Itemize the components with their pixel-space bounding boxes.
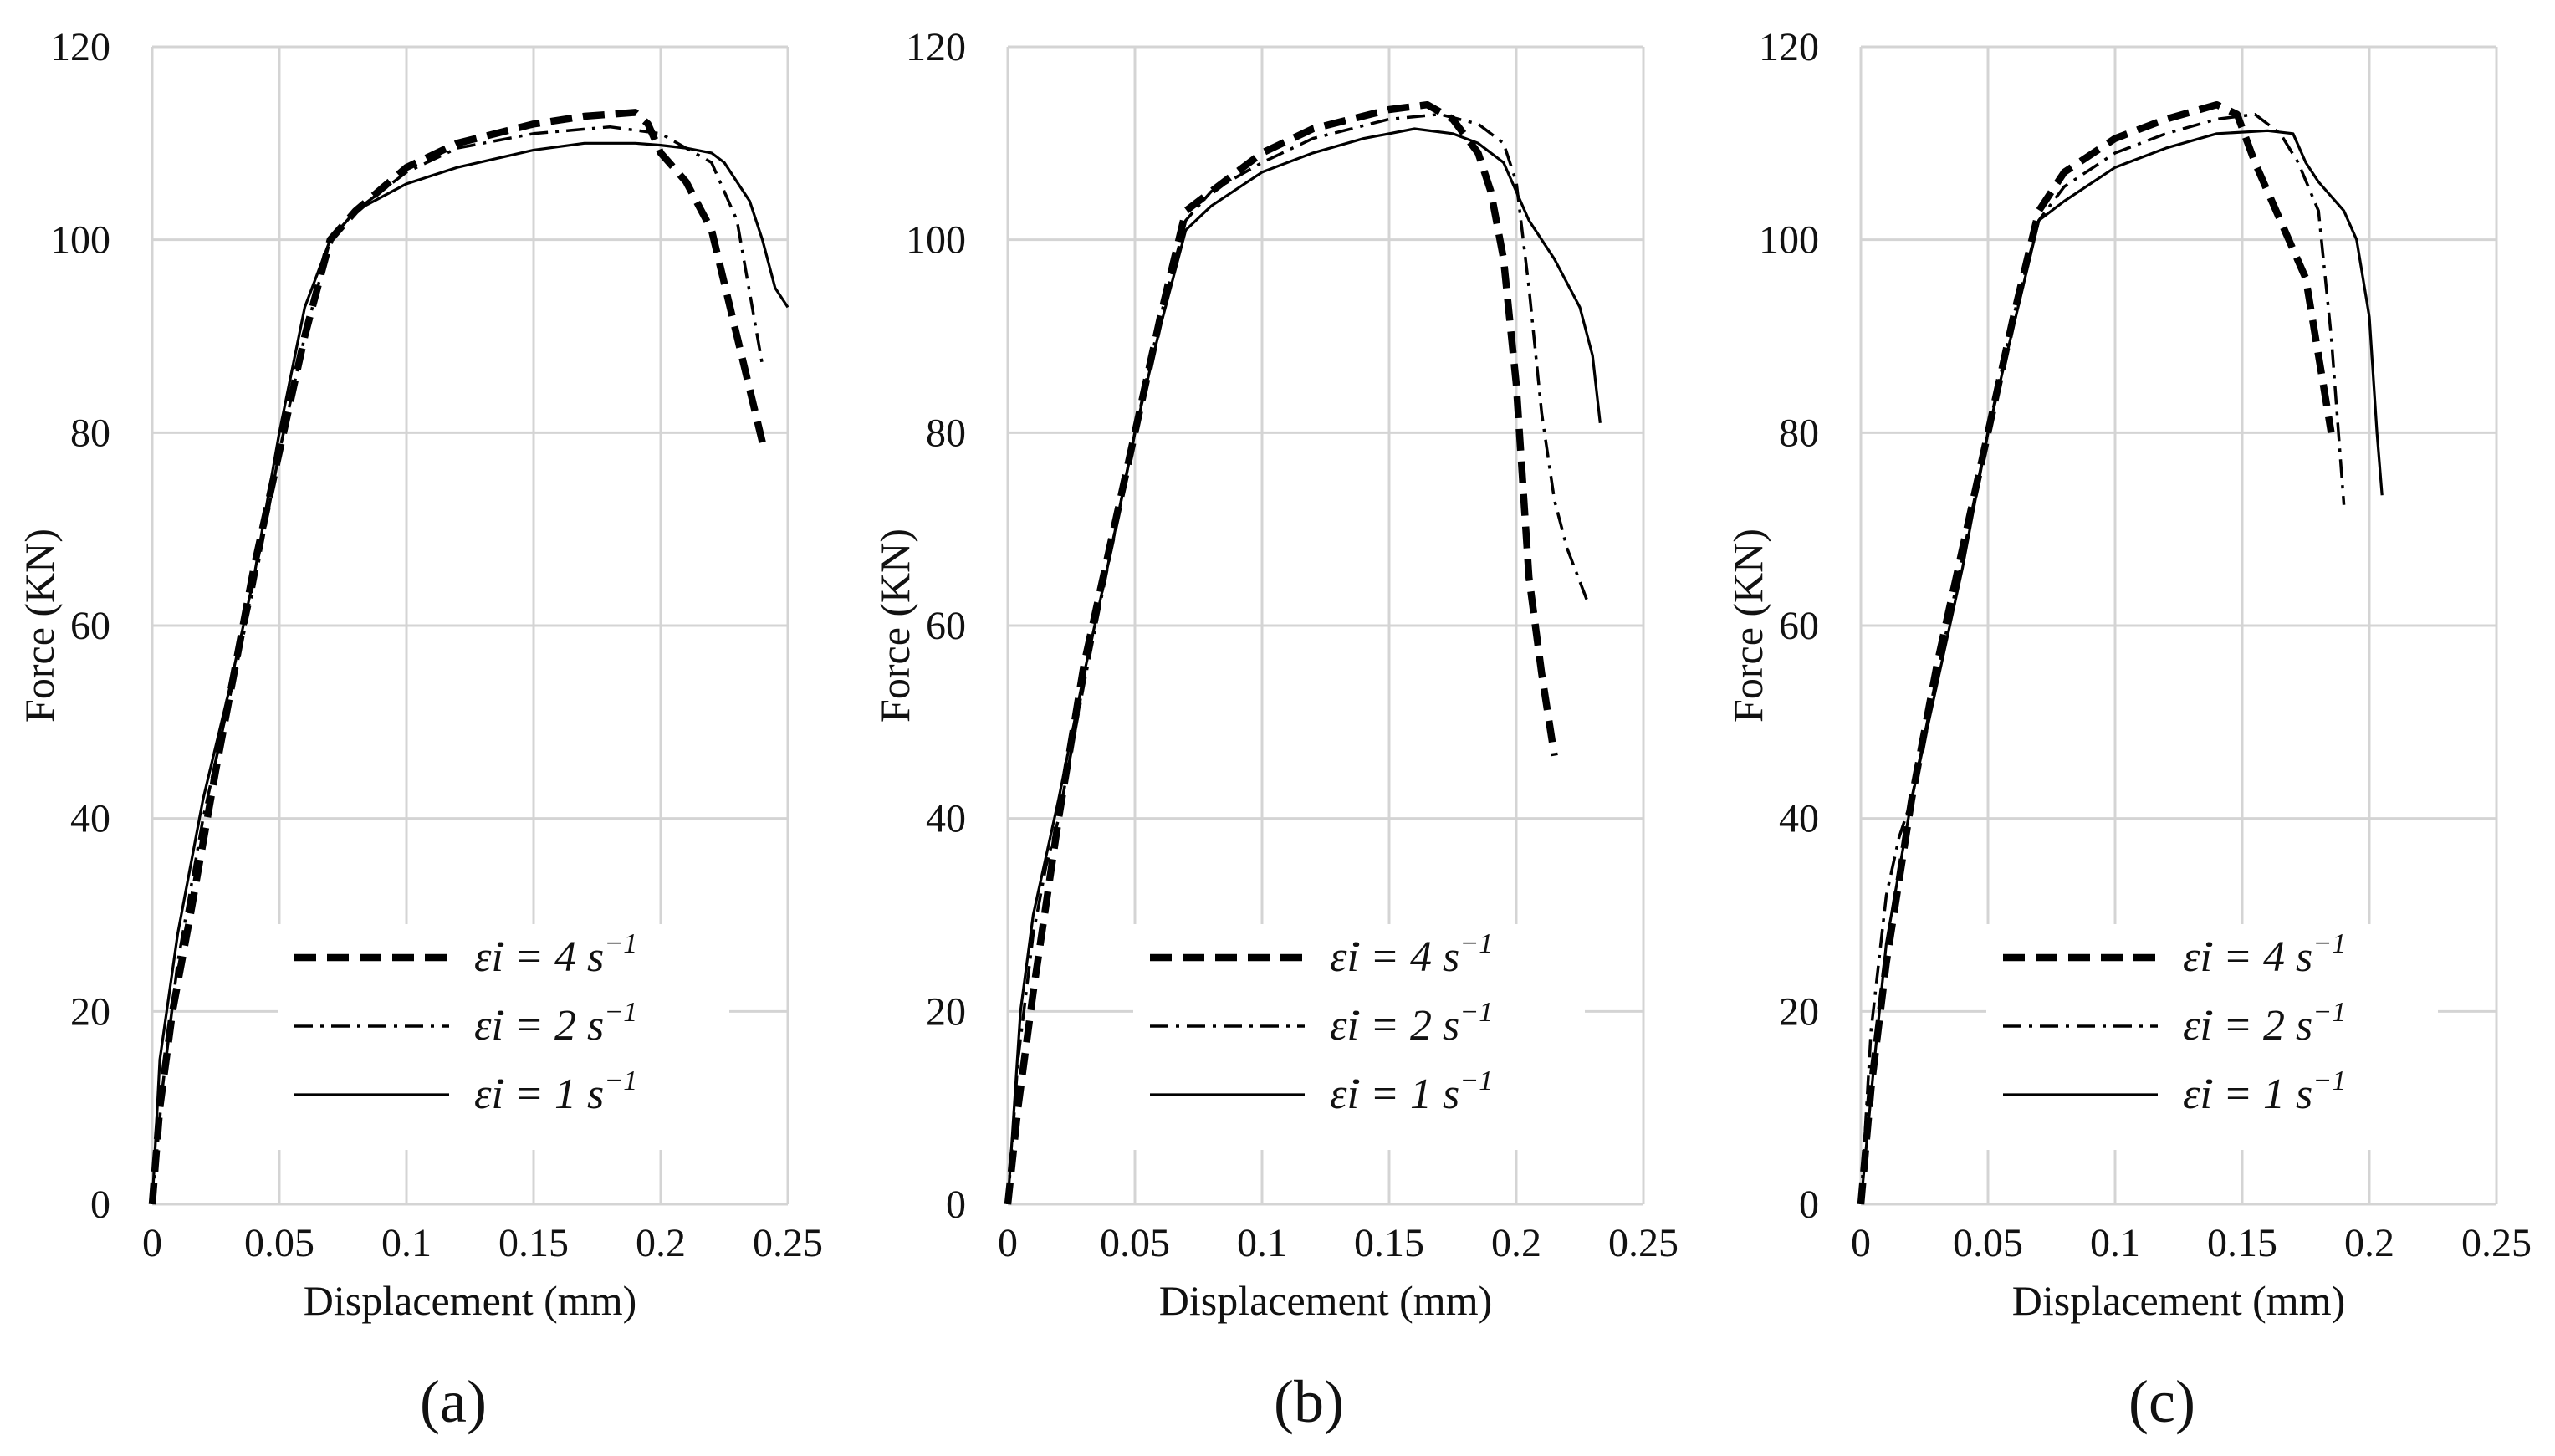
- series-line-solid: [1859, 129, 2384, 1205]
- y-tick-label: 120: [50, 25, 110, 69]
- y-tick-label: 100: [50, 218, 110, 263]
- legend-entry: ε̇i = 1 s−1: [474, 1065, 637, 1118]
- x-tick-label: 0.1: [2090, 1221, 2140, 1265]
- y-tick-label: 0: [1799, 1183, 1819, 1227]
- y-tick-label: 40: [926, 797, 966, 841]
- y-tick-label: 80: [926, 411, 966, 455]
- x-tick-label: 0: [1851, 1221, 1871, 1265]
- chart-panel-1: 0 0.05 0.1 0.15 0.2 0.25 0 20 40 60 80 100 120 Displa…: [871, 25, 1679, 1435]
- x-tick-label: 0.2: [2344, 1221, 2394, 1265]
- x-tick-label: 0.2: [1491, 1221, 1541, 1265]
- x-tick-label: 0.15: [498, 1221, 569, 1265]
- y-tick-label: 120: [906, 25, 966, 69]
- y-tick-label: 100: [1759, 218, 1819, 263]
- legend: ε̇i = 4 s−1 ε̇i = 2 s−1 ε̇i = 1 s−1: [1986, 924, 2438, 1150]
- y-tick-label: 40: [1779, 797, 1819, 841]
- y-tick-label: 40: [70, 797, 110, 841]
- y-tick-label: 60: [70, 604, 110, 648]
- series-line-dashed: [148, 109, 766, 1205]
- x-axis-title: Displacement (mm): [304, 1277, 637, 1324]
- legend-entry: ε̇i = 4 s−1: [1330, 928, 1493, 981]
- x-tick-label: 0.25: [1608, 1221, 1679, 1265]
- x-tick-label: 0.15: [2207, 1221, 2277, 1265]
- legend-entry: ε̇i = 1 s−1: [2183, 1065, 2346, 1118]
- legend-entry: ε̇i = 4 s−1: [474, 928, 637, 981]
- y-tick-label: 0: [90, 1183, 110, 1227]
- legend: ε̇i = 4 s−1 ε̇i = 2 s−1 ε̇i = 1 s−1: [278, 924, 729, 1150]
- series-line-dashdot: [1006, 112, 1589, 1205]
- y-tick-label: 100: [906, 218, 966, 263]
- x-tick-label: 0: [998, 1221, 1018, 1265]
- x-tick-label: 0.25: [753, 1221, 823, 1265]
- y-tick-label: 120: [1759, 25, 1819, 69]
- y-axis-title: Force (KN): [1725, 529, 1771, 723]
- x-axis-title: Displacement (mm): [2012, 1277, 2346, 1324]
- y-tick-label: 20: [70, 989, 110, 1034]
- legend-entry: ε̇i = 2 s−1: [1330, 997, 1493, 1050]
- panel-label: (a): [420, 1368, 487, 1435]
- y-tick-label: 20: [1779, 989, 1819, 1034]
- y-axis-title: Force (KN): [16, 529, 63, 723]
- y-tick-label: 80: [1779, 411, 1819, 455]
- chart-panel-2: 0 0.05 0.1 0.15 0.2 0.25 0 20 40 60 80 100 120 Displa…: [1725, 25, 2532, 1435]
- x-tick-label: 0.2: [636, 1221, 686, 1265]
- y-tick-label: 80: [70, 411, 110, 455]
- legend-entry: ε̇i = 4 s−1: [2183, 928, 2346, 981]
- chart-panel-0: 0 0.05 0.1 0.15 0.2 0.25 0 20 40 60 80 100 120 Displa…: [16, 25, 823, 1435]
- legend-entry: ε̇i = 2 s−1: [2183, 997, 2346, 1050]
- legend-entry: ε̇i = 2 s−1: [474, 997, 637, 1050]
- x-tick-label: 0.05: [1953, 1221, 2023, 1265]
- x-tick-label: 0.05: [244, 1221, 314, 1265]
- x-tick-label: 0: [142, 1221, 162, 1265]
- x-axis-title: Displacement (mm): [1159, 1277, 1493, 1324]
- legend: ε̇i = 4 s−1 ε̇i = 2 s−1 ε̇i = 1 s−1: [1133, 924, 1585, 1150]
- y-tick-label: 0: [946, 1183, 966, 1227]
- panel-label: (c): [2128, 1368, 2195, 1435]
- y-tick-label: 60: [926, 604, 966, 648]
- panel-label: (b): [1274, 1368, 1344, 1435]
- series-line-solid: [1006, 127, 1602, 1205]
- x-tick-label: 0.1: [1237, 1221, 1287, 1265]
- x-tick-label: 0.05: [1100, 1221, 1170, 1265]
- y-tick-label: 60: [1779, 604, 1819, 648]
- series-line-solid: [151, 141, 789, 1205]
- y-axis-title: Force (KN): [871, 529, 918, 723]
- y-tick-label: 20: [926, 989, 966, 1034]
- legend-entry: ε̇i = 1 s−1: [1330, 1065, 1493, 1118]
- x-tick-label: 0.1: [381, 1221, 432, 1265]
- x-tick-label: 0.25: [2461, 1221, 2532, 1265]
- x-tick-label: 0.15: [1354, 1221, 1424, 1265]
- series-line-dashdot: [1859, 112, 2346, 1205]
